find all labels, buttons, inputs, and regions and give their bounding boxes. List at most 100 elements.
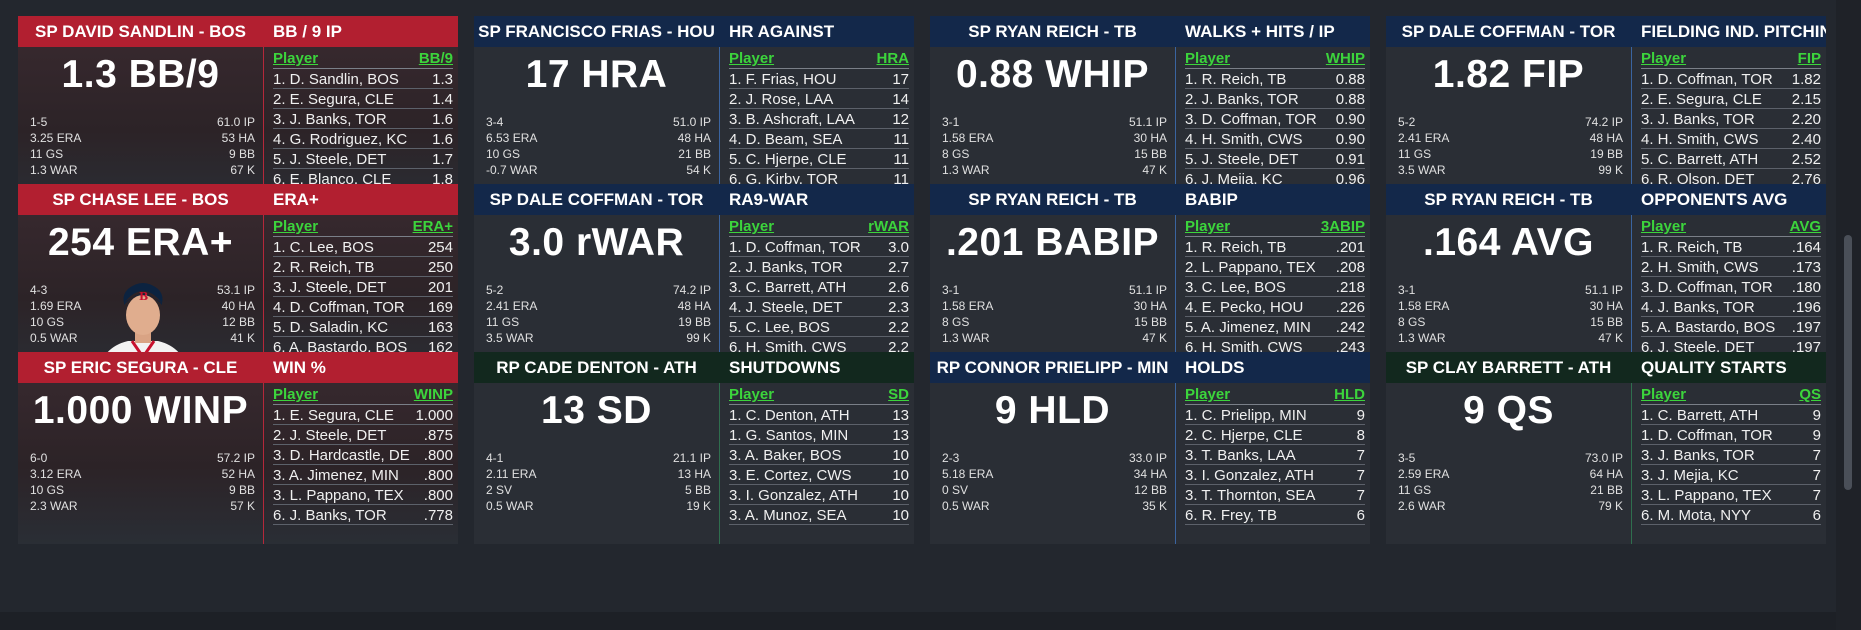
leader-name[interactable]: 3. D. Coffman, TOR (1641, 279, 1773, 296)
player-name[interactable]: SP CLAY BARRETT - ATH (1405, 358, 1612, 377)
leaderboard-row[interactable]: 1. R. Reich, TB .164 (1641, 237, 1821, 257)
leaderboard-row[interactable]: 3. A. Jimenez, MIN .800 (273, 465, 453, 485)
column-header-stat[interactable]: HRA (876, 50, 910, 67)
leader-name[interactable]: 3. L. Pappano, TEX (1641, 487, 1772, 504)
leader-name[interactable]: 3. D. Hardcastle, DE (273, 447, 410, 464)
column-header-player[interactable]: Player (1185, 218, 1231, 235)
leaderboard-row[interactable]: 4. E. Pecko, HOU .226 (1185, 297, 1365, 317)
leader-card[interactable]: SP ERIC SEGURA - CLE WIN % 1.000 WINP 6-0 57… (18, 352, 458, 544)
leaderboard-row[interactable]: 1. E. Segura, CLE 1.000 (273, 405, 453, 425)
leader-name[interactable]: 3. I. Gonzalez, ATH (1185, 467, 1314, 484)
leader-name[interactable]: 6. J. Steele, DET (1641, 339, 1755, 356)
leaderboard-row[interactable]: 5. J. Steele, DET 0.91 (1185, 149, 1365, 169)
leader-name[interactable]: 1. D. Sandlin, BOS (273, 71, 399, 88)
leaderboard-row[interactable]: 6. H. Smith, CWS .243 (1185, 337, 1365, 357)
leaderboard-row[interactable]: 1. D. Sandlin, BOS 1.3 (273, 69, 453, 89)
leader-card[interactable]: SP FRANCISCO FRIAS - HOU HR AGAINST 17 HRA… (474, 16, 914, 208)
leader-name[interactable]: 5. C. Lee, BOS (729, 319, 830, 336)
leaderboard-row[interactable]: 3. A. Munoz, SEA 10 (729, 505, 909, 525)
leaderboard-row[interactable]: 2. H. Smith, CWS .173 (1641, 257, 1821, 277)
leader-name[interactable]: 4. J. Steele, DET (729, 299, 843, 316)
leader-name[interactable]: 5. J. Steele, DET (1185, 151, 1299, 168)
leader-name[interactable]: 3. J. Banks, TOR (273, 111, 387, 128)
column-header-stat[interactable]: ERA+ (412, 218, 453, 235)
leaderboard-row[interactable]: 2. R. Reich, TB 250 (273, 257, 453, 277)
leaderboard-row[interactable]: 3. J. Banks, TOR 1.6 (273, 109, 453, 129)
leader-name[interactable]: 3. J. Steele, DET (273, 279, 387, 296)
leader-name[interactable]: 6. M. Mota, NYY (1641, 507, 1752, 524)
leader-name[interactable]: 1. G. Santos, MIN (729, 427, 849, 444)
leaderboard-row[interactable]: 5. J. Steele, DET 1.7 (273, 149, 453, 169)
player-name[interactable]: SP ERIC SEGURA - CLE (43, 358, 238, 377)
leader-card[interactable]: RP CONNOR PRIELIPP - MIN HOLDS 9 HLD 2-3 33.… (930, 352, 1370, 544)
leaderboard-row[interactable]: 3. L. Pappano, TEX .800 (273, 485, 453, 505)
player-name[interactable]: SP RYAN REICH - TB (968, 22, 1137, 41)
leader-name[interactable]: 6. E. Blanco, CLE (273, 171, 392, 188)
leader-name[interactable]: 4. H. Smith, CWS (1641, 131, 1759, 148)
leaderboard-row[interactable]: 3. J. Steele, DET 201 (273, 277, 453, 297)
column-header-stat[interactable]: BB/9 (418, 50, 453, 67)
leaderboard-row[interactable]: 4. D. Beam, SEA 11 (729, 129, 909, 149)
leader-name[interactable]: 5. D. Saladin, KC (273, 319, 389, 336)
column-header-player[interactable]: Player (273, 386, 319, 403)
leader-name[interactable]: 2. J. Banks, TOR (1185, 91, 1299, 108)
leaderboard-row[interactable]: 1. D. Coffman, TOR 1.82 (1641, 69, 1821, 89)
player-name[interactable]: SP RYAN REICH - TB (1424, 190, 1593, 209)
vertical-scrollbar[interactable] (1836, 0, 1861, 630)
leaderboard-row[interactable]: 2. E. Segura, CLE 2.15 (1641, 89, 1821, 109)
leaderboard-row[interactable]: 5. D. Saladin, KC 163 (273, 317, 453, 337)
leader-name[interactable]: 6. J. Banks, TOR (273, 507, 387, 524)
leader-name[interactable]: 6. R. Olson, DET (1641, 171, 1755, 188)
leader-name[interactable]: 5. A. Bastardo, BOS (1641, 319, 1776, 336)
leader-name[interactable]: 1. D. Coffman, TOR (1641, 427, 1773, 444)
column-header-stat[interactable]: WINP (413, 386, 453, 403)
leader-name[interactable]: 3. J. Banks, TOR (1641, 111, 1755, 128)
leaderboard-row[interactable]: 3. T. Banks, LAA 7 (1185, 445, 1365, 465)
leader-name[interactable]: 1. C. Denton, ATH (729, 407, 850, 424)
leader-name[interactable]: 6. R. Frey, TB (1185, 507, 1277, 524)
leaderboard-row[interactable]: 6. M. Mota, NYY 6 (1641, 505, 1821, 525)
leader-name[interactable]: 3. L. Pappano, TEX (273, 487, 404, 504)
leader-name[interactable]: 4. D. Coffman, TOR (273, 299, 405, 316)
leaderboard-row[interactable]: 5. A. Bastardo, BOS .197 (1641, 317, 1821, 337)
column-header-stat[interactable]: AVG (1789, 218, 1821, 235)
leader-name[interactable]: 6. A. Bastardo, BOS (273, 339, 408, 356)
leader-name[interactable]: 2. R. Reich, TB (273, 259, 375, 276)
leaderboard-row[interactable]: 2. L. Pappano, TEX .208 (1185, 257, 1365, 277)
leader-name[interactable]: 6. H. Smith, CWS (1185, 339, 1303, 356)
column-header-stat[interactable]: WHIP (1325, 50, 1365, 67)
leader-name[interactable]: 5. J. Steele, DET (273, 151, 387, 168)
leaderboard-row[interactable]: 4. J. Steele, DET 2.3 (729, 297, 909, 317)
leaderboard-row[interactable]: 6. H. Smith, CWS 2.2 (729, 337, 909, 357)
column-header-player[interactable]: Player (1185, 386, 1231, 403)
leaderboard-row[interactable]: 1. F. Frias, HOU 17 (729, 69, 909, 89)
column-header-stat[interactable]: QS (1799, 386, 1821, 403)
leader-name[interactable]: 3. I. Gonzalez, ATH (729, 487, 858, 504)
leader-name[interactable]: 4. E. Pecko, HOU (1185, 299, 1304, 316)
leaderboard-row[interactable]: 3. D. Coffman, TOR .180 (1641, 277, 1821, 297)
leader-name[interactable]: 5. A. Jimenez, MIN (1185, 319, 1311, 336)
player-name[interactable]: SP DALE COFFMAN - TOR (1401, 22, 1616, 41)
leader-name[interactable]: 3. E. Cortez, CWS (729, 467, 852, 484)
leaderboard-row[interactable]: 1. C. Barrett, ATH 9 (1641, 405, 1821, 425)
leader-name[interactable]: 3. A. Baker, BOS (729, 447, 842, 464)
leaderboard-row[interactable]: 3. L. Pappano, TEX 7 (1641, 485, 1821, 505)
column-header-player[interactable]: Player (273, 218, 319, 235)
scrollbar-thumb[interactable] (1844, 235, 1852, 490)
leaderboard-row[interactable]: 2. J. Steele, DET .875 (273, 425, 453, 445)
leaderboard-row[interactable]: 3. A. Baker, BOS 10 (729, 445, 909, 465)
leader-name[interactable]: 3. C. Lee, BOS (1185, 279, 1286, 296)
leader-name[interactable]: 6. G. Kirby, TOR (729, 171, 839, 188)
leader-name[interactable]: 1. R. Reich, TB (1641, 239, 1743, 256)
leaderboard-row[interactable]: 4. G. Rodriguez, KC 1.6 (273, 129, 453, 149)
player-name[interactable]: RP CADE DENTON - ATH (496, 358, 697, 377)
leaderboard-row[interactable]: 2. J. Rose, LAA 14 (729, 89, 909, 109)
column-header-stat[interactable]: rWAR (868, 218, 909, 235)
leader-card[interactable]: SP DALE COFFMAN - TOR FIELDING IND. PITCH… (1386, 16, 1826, 208)
leader-name[interactable]: 2. J. Rose, LAA (729, 91, 834, 108)
column-header-stat[interactable]: HLD (1334, 386, 1365, 403)
leader-name[interactable]: 3. D. Coffman, TOR (1185, 111, 1317, 128)
leaderboard-row[interactable]: 4. H. Smith, CWS 0.90 (1185, 129, 1365, 149)
leaderboard-row[interactable]: 2. C. Hjerpe, CLE 8 (1185, 425, 1365, 445)
leaderboard-row[interactable]: 6. J. Banks, TOR .778 (273, 505, 453, 525)
